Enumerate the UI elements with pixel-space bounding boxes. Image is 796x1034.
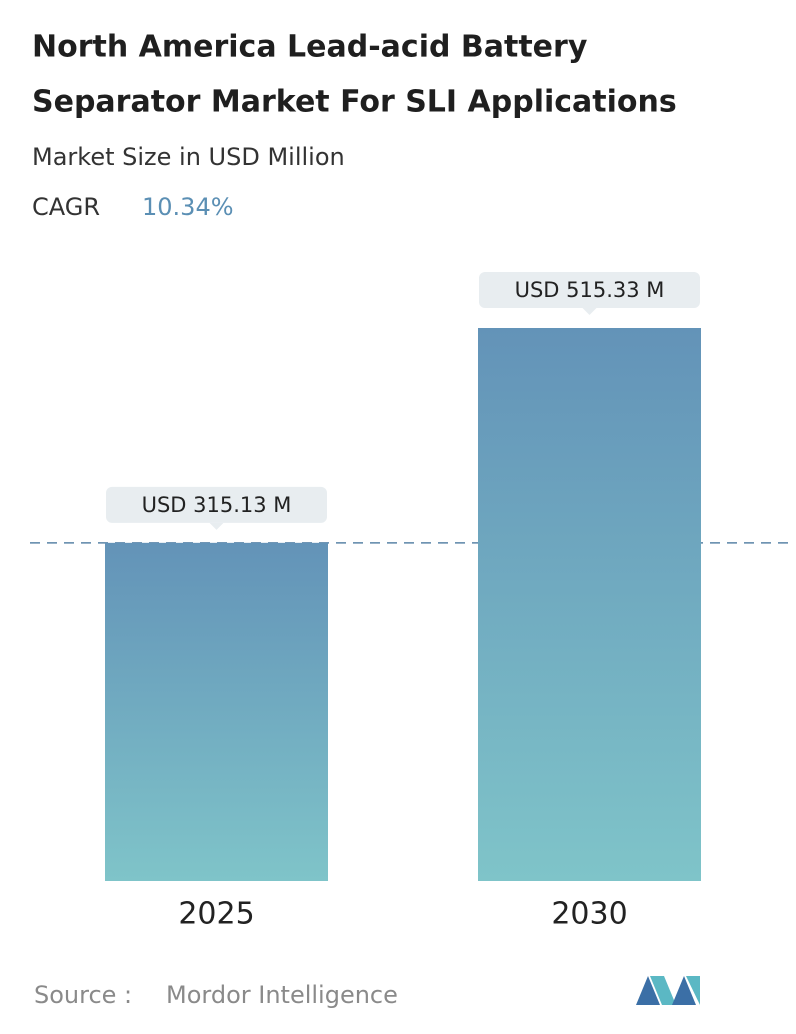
value-label-pointer: [209, 522, 224, 530]
value-label: USD 315.13 M: [142, 493, 292, 517]
cagr-label: CAGR: [32, 193, 100, 221]
value-label-pointer: [582, 308, 597, 315]
chart-title: North America Lead-acid Battery: [32, 30, 588, 65]
x-tick-label: 2030: [551, 897, 627, 932]
source-label: Source :: [34, 981, 132, 1009]
value-label: USD 515.33 M: [515, 278, 665, 302]
value-label-box: [106, 486, 327, 523]
x-tick-label: 2025: [178, 897, 254, 932]
bar: [478, 328, 701, 881]
cagr-value: 10.34%: [142, 193, 234, 221]
chart-title: Separator Market For SLI Applications: [32, 85, 677, 120]
value-label-box: [479, 272, 700, 308]
subtitle: Market Size in USD Million: [32, 143, 345, 171]
source: Mordor Intelligence: [166, 981, 398, 1009]
bar: [105, 542, 328, 881]
logo: [636, 976, 700, 1005]
